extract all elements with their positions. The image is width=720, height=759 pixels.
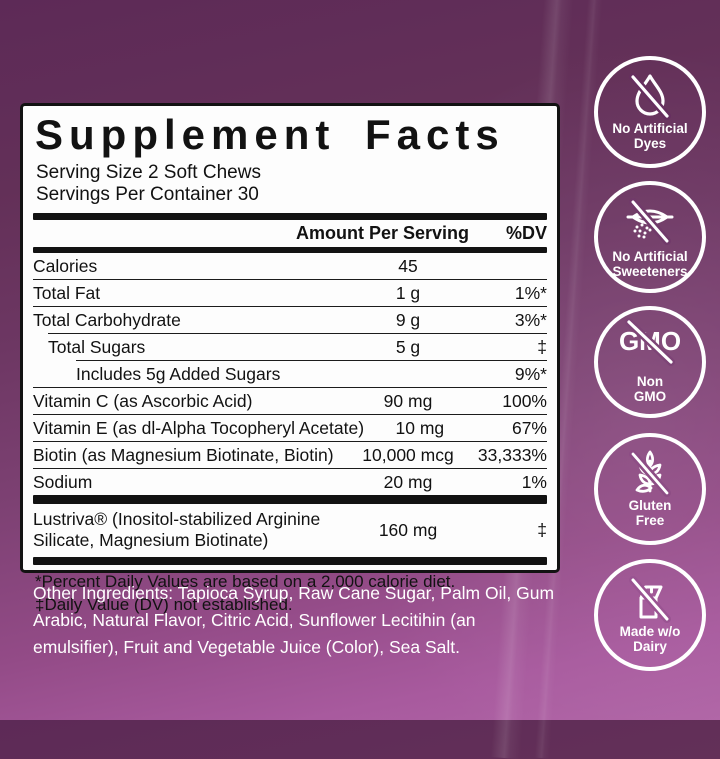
badge-label-line: Non: [636, 374, 664, 389]
badge-no-artificial-sweeteners: No Artificial Sweeteners: [594, 181, 706, 293]
footnote-dv: *Percent Daily Values are based on a 2,0…: [35, 572, 456, 591]
footnotes: *Percent Daily Values are based on a 2,0…: [33, 565, 547, 616]
row-amount: 9 g: [395, 309, 421, 330]
footnote-not-established: ‡Daily Value (DV) not established.: [35, 595, 293, 614]
row-amount: 45: [398, 255, 418, 276]
badge-label-line: Free: [635, 513, 665, 528]
badge-label-line: Made w/o: [619, 624, 681, 639]
row-separator: [33, 441, 547, 442]
divider-bar: [33, 213, 547, 220]
badge-label: Non GMO: [598, 374, 702, 404]
table-row: Vitamin E (as dl-Alpha Tocopheryl Acetat…: [33, 415, 547, 441]
row-separator: [33, 279, 547, 280]
row-separator: [33, 306, 547, 307]
droplet-slash-icon: [622, 68, 678, 124]
serving-size: Serving Size 2 Soft Chews: [36, 162, 261, 183]
row-amount: 90 mg: [383, 390, 433, 411]
row-dv: 1%*: [514, 282, 547, 303]
row-dv: 67%: [511, 417, 547, 438]
badge-non-gmo: GMO Non GMO: [594, 306, 706, 418]
divider-bar: [33, 557, 547, 565]
table-row: Total Carbohydrate 9 g 3%*: [33, 307, 547, 333]
column-header-amount: Amount Per Serving: [295, 223, 469, 243]
column-header-dv: %DV: [505, 223, 547, 243]
milk-carton-slash-icon: [622, 571, 678, 627]
row-separator: [33, 414, 547, 415]
sweetener-slash-icon: [622, 193, 678, 249]
row-name: Calories: [33, 255, 98, 276]
row-dv: 33,333%: [477, 444, 547, 465]
row-separator: [33, 387, 547, 388]
badge-no-artificial-dyes: No Artificial Dyes: [594, 56, 706, 168]
badge-label-line: No Artificial: [612, 121, 688, 136]
row-separator: [48, 333, 547, 334]
row-amount: 10 mg: [395, 417, 445, 438]
row-name: Total Carbohydrate: [33, 309, 181, 330]
row-amount: 5 g: [395, 336, 421, 357]
badge-label: Gluten Free: [598, 498, 702, 528]
badge-label-line: Dairy: [633, 639, 667, 654]
row-name: Vitamin C (as Ascorbic Acid): [33, 390, 253, 411]
row-separator: [76, 360, 547, 361]
badge-label-line: No Artificial: [612, 249, 688, 264]
row-separator: [33, 468, 547, 469]
row-amount: 10,000 mcg: [362, 444, 454, 465]
badge-made-without-dairy: Made w/o Dairy: [594, 559, 706, 671]
badge-label: No Artificial Sweeteners: [598, 249, 702, 279]
row-dv: ‡: [537, 519, 547, 540]
divider-bar: [33, 495, 547, 504]
row-dv: ‡: [537, 336, 547, 357]
other-ingredients-text: Other Ingredients: Tapioca Syrup, Raw Ca…: [33, 583, 555, 657]
table-row: Calories 45: [33, 253, 547, 279]
row-amount: 20 mg: [383, 471, 433, 492]
divider-bar: [33, 247, 547, 253]
supplement-facts-panel: Supplement Facts Serving Size 2 Soft Che…: [20, 103, 560, 614]
row-dv: 3%*: [514, 309, 547, 330]
table-row: Total Fat 1 g 1%*: [33, 280, 547, 306]
row-dv: 1%: [521, 471, 547, 492]
row-name: Includes 5g Added Sugars: [76, 363, 281, 384]
table-header: Amount Per Serving %DV: [33, 220, 547, 247]
panel-title: Supplement Facts: [35, 111, 505, 158]
row-amount: 160 mg: [378, 519, 438, 540]
table-row: Includes 5g Added Sugars 9%*: [33, 361, 547, 387]
row-name: Total Fat: [33, 282, 101, 303]
badge-label-line: Gluten: [628, 498, 672, 513]
row-amount: 1 g: [395, 282, 421, 303]
table-row-blend: Lustriva® (Inositol-stabilized Arginine …: [33, 504, 547, 557]
badge-gluten-free: Gluten Free: [594, 433, 706, 545]
row-name: Vitamin E (as dl-Alpha Tocopheryl Acetat…: [33, 417, 365, 438]
badge-label-line: GMO: [633, 389, 667, 404]
row-dv: 100%: [502, 390, 547, 411]
row-dv: 9%*: [514, 363, 547, 384]
gmo-slash-icon: GMO: [615, 318, 685, 366]
row-name: Lustriva® (Inositol-stabilized Arginine …: [33, 509, 321, 550]
badge-label: No Artificial Dyes: [598, 121, 702, 151]
table-row: Vitamin C (as Ascorbic Acid) 90 mg 100%: [33, 388, 547, 414]
badge-label-line: Dyes: [633, 136, 667, 151]
badge-label: Made w/o Dairy: [598, 624, 702, 654]
table-row: Biotin (as Magnesium Biotinate, Biotin) …: [33, 442, 547, 468]
table-row: Sodium 20 mg 1%: [33, 469, 547, 495]
wheat-slash-icon: [622, 445, 678, 501]
badge-label-line: Sweeteners: [612, 264, 688, 279]
row-name: Biotin (as Magnesium Biotinate, Biotin): [33, 444, 334, 465]
row-name: Sodium: [33, 471, 93, 492]
row-name: Total Sugars: [48, 336, 146, 357]
servings-per-container: Servings Per Container 30: [36, 184, 259, 205]
table-row: Total Sugars 5 g ‡: [33, 334, 547, 360]
